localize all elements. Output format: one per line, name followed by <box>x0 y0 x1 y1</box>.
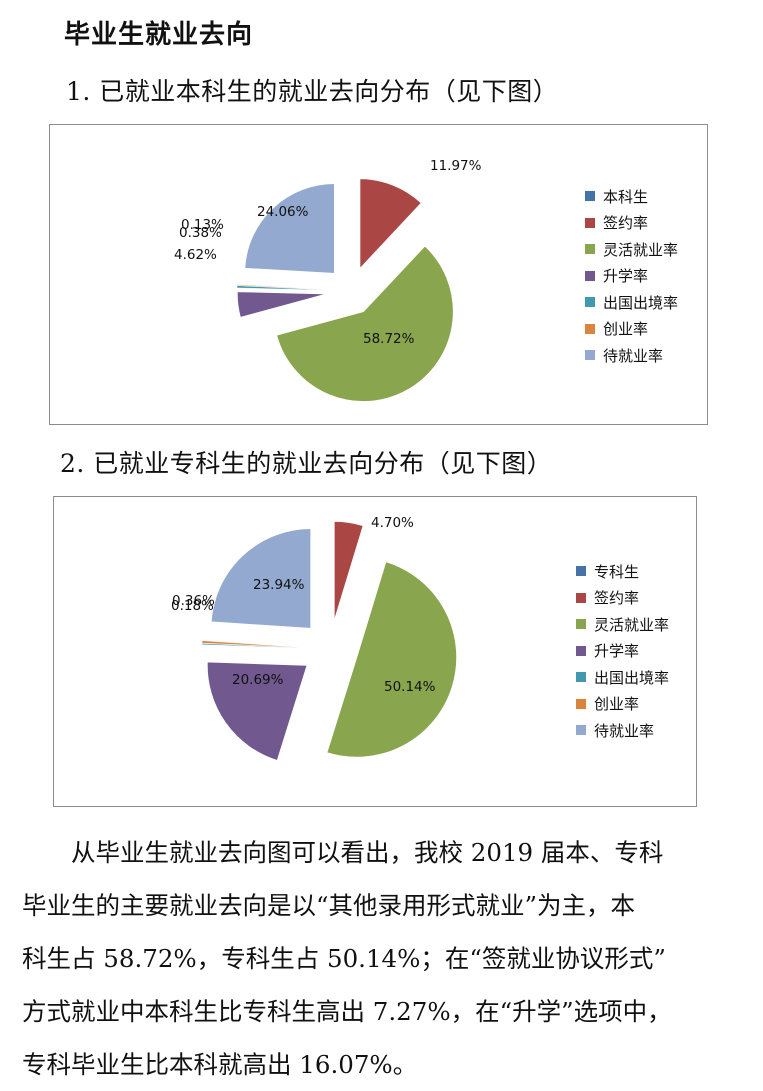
legend-label: 出国出境率 <box>603 293 679 312</box>
legend-label: 升学率 <box>603 267 649 286</box>
legend-swatch <box>576 619 586 630</box>
legend-item: 创业率 <box>576 691 669 718</box>
pie-slice <box>206 661 308 762</box>
pie-slice <box>326 560 458 758</box>
legend-label: 本科生 <box>603 187 649 206</box>
legend-item: 出国出境率 <box>576 664 669 691</box>
legend-swatch <box>585 270 595 281</box>
page-heading: 毕业生就业去向 <box>64 20 254 50</box>
pie-data-label: 58.72% <box>363 331 415 347</box>
pie-slice <box>236 284 328 290</box>
pie-slice <box>359 178 423 270</box>
legend-swatch <box>576 672 586 683</box>
pie-slice <box>201 640 303 648</box>
legend-label: 签约率 <box>594 589 640 608</box>
pie-slice <box>275 245 454 403</box>
legend-label: 待就业率 <box>603 346 664 365</box>
paragraph-line: 科生占 58.72%，专科生占 50.14%；在“签就业协议形式” <box>22 944 666 973</box>
legend-item: 升学率 <box>585 263 678 290</box>
legend-swatch <box>576 566 586 577</box>
section1-title: 1. 已就业本科生的就业去向分布（见下图） <box>66 77 559 106</box>
pie-data-label: 0.36% <box>172 593 215 609</box>
legend-item: 签约率 <box>576 585 669 612</box>
section2-title: 2. 已就业专科生的就业去向分布（见下图） <box>60 449 553 478</box>
pie-data-label: 4.70% <box>371 515 414 531</box>
pie-data-label: 4.62% <box>174 247 217 263</box>
legend-label: 灵活就业率 <box>603 240 679 259</box>
legend-label: 创业率 <box>603 320 649 339</box>
legend-item: 出国出境率 <box>585 289 678 316</box>
legend-swatch <box>576 725 586 736</box>
pie-data-label: 0.13% <box>181 217 224 233</box>
legend-item: 待就业率 <box>576 717 669 744</box>
chart-undergrad: 11.97% 58.72% 4.62% 0.38% 0.13% 24.06% 本科生签约率… <box>49 124 708 425</box>
legend-swatch <box>585 217 595 228</box>
legend-label: 灵活就业率 <box>594 615 670 634</box>
legend-swatch <box>585 323 595 334</box>
legend-college: 专科生签约率灵活就业率升学率出国出境率创业率待就业率 <box>576 558 669 744</box>
legend-swatch <box>585 297 595 308</box>
pie-data-label: 0.38% <box>179 225 222 241</box>
legend-label: 升学率 <box>594 642 640 661</box>
legend-item: 灵活就业率 <box>585 236 678 263</box>
legend-label: 创业率 <box>594 695 640 714</box>
pie-data-label: 23.94% <box>253 577 305 593</box>
legend-label: 待就业率 <box>594 721 655 740</box>
legend-swatch <box>576 592 586 603</box>
pie-data-label: 0.18% <box>171 598 214 614</box>
pie-data-label: 50.14% <box>384 679 436 695</box>
pie-slice <box>236 285 328 291</box>
legend-label: 签约率 <box>603 214 649 233</box>
pie-data-label: 20.69% <box>232 672 284 688</box>
legend-swatch <box>576 645 586 656</box>
legend-item: 本科生 <box>585 183 678 210</box>
pie-slice <box>236 291 328 319</box>
pie-data-label: 24.06% <box>257 204 309 220</box>
paragraph-line: 方式就业中本科生比专科生高出 7.27%，在“升学”选项中， <box>22 997 672 1026</box>
legend-item: 签约率 <box>585 210 678 237</box>
chart-college: 4.70% 50.14% 20.69% 0.18% 0.36% 23.94% 专科生签约率… <box>53 496 697 807</box>
legend-item: 升学率 <box>576 638 669 665</box>
legend-item: 创业率 <box>585 316 678 343</box>
legend-undergrad: 本科生签约率灵活就业率升学率出国出境率创业率待就业率 <box>585 183 678 369</box>
summary-paragraph: 从毕业生就业去向图可以看出，我校 2019 届本、专科 毕业生的主要就业去向是以… <box>22 826 744 1091</box>
legend-swatch <box>576 698 586 709</box>
pie-slice <box>244 183 336 275</box>
legend-item: 专科生 <box>576 558 669 585</box>
legend-swatch <box>585 350 595 361</box>
legend-swatch <box>585 191 595 202</box>
legend-label: 出国出境率 <box>594 668 670 687</box>
legend-swatch <box>585 244 595 255</box>
pie-slice <box>210 528 312 630</box>
pie-chart-undergrad: 11.97% 58.72% 4.62% 0.38%0.13% 24.06% <box>174 158 482 403</box>
paragraph-line: 毕业生的主要就业去向是以“其他录用形式就业”为主，本 <box>22 891 636 920</box>
legend-label: 专科生 <box>594 562 640 581</box>
pie-chart-college: 4.70% 50.14% 20.69% 0.18%0.36% 23.94% <box>171 515 458 762</box>
legend-item: 灵活就业率 <box>576 611 669 638</box>
paragraph-line: 专科毕业生比本科就高出 16.07%。 <box>22 1050 418 1079</box>
pie-data-label: 11.97% <box>430 158 482 174</box>
pie-slice <box>333 520 364 622</box>
legend-item: 待就业率 <box>585 342 678 369</box>
paragraph-line: 从毕业生就业去向图可以看出，我校 2019 届本、专科 <box>22 838 664 867</box>
pie-slice <box>201 643 303 649</box>
